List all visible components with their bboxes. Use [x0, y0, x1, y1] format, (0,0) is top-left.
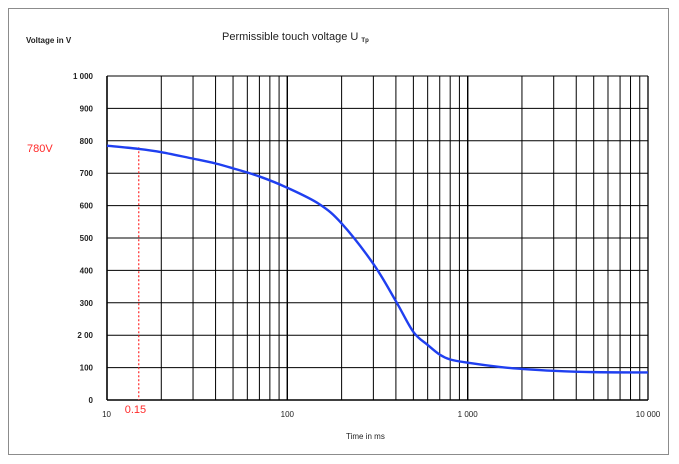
- y-tick-label-6: 600: [80, 202, 94, 211]
- y-tick-labels: 0 100 2 00 300 400 500 600 700 800 900 1 000: [73, 72, 94, 405]
- y-axis-label: Voltage in V: [26, 36, 72, 45]
- series-group: [106, 144, 649, 374]
- y-tick-label-4: 400: [80, 266, 94, 275]
- chart-title-subscript: Tp: [361, 38, 369, 44]
- annotation-time-label: 0.15: [124, 404, 147, 416]
- y-tick-label-3: 300: [80, 299, 94, 308]
- y-tick-label-1: 100: [80, 364, 94, 373]
- x-tick-label-2: 1 000: [458, 410, 479, 419]
- series-line-0: [106, 144, 649, 374]
- y-tick-label-0: 0: [89, 396, 94, 405]
- x-tick-labels: 10 100 1 000 10 000: [102, 410, 661, 419]
- y-tick-label-2: 2 00: [77, 331, 93, 340]
- y-tick-label-8: 800: [80, 137, 94, 146]
- chart-title-main: Permissible touch voltage U: [222, 31, 359, 43]
- y-tick-label-7: 700: [80, 169, 94, 178]
- x-axis-label: Time in ms: [346, 432, 385, 441]
- x-tick-label-1: 100: [281, 410, 295, 419]
- x-tick-label-0: 10: [102, 410, 111, 419]
- grid-lines: [106, 75, 649, 401]
- annotation-voltage-label: 780V: [27, 143, 53, 156]
- y-tick-label-10: 1 000: [73, 72, 94, 81]
- chart-title: Permissible touch voltage U Tp: [222, 31, 502, 44]
- x-tick-label-3: 10 000: [636, 410, 661, 419]
- axes: [106, 76, 648, 401]
- y-tick-label-9: 900: [80, 104, 94, 113]
- y-tick-label-5: 500: [80, 234, 94, 243]
